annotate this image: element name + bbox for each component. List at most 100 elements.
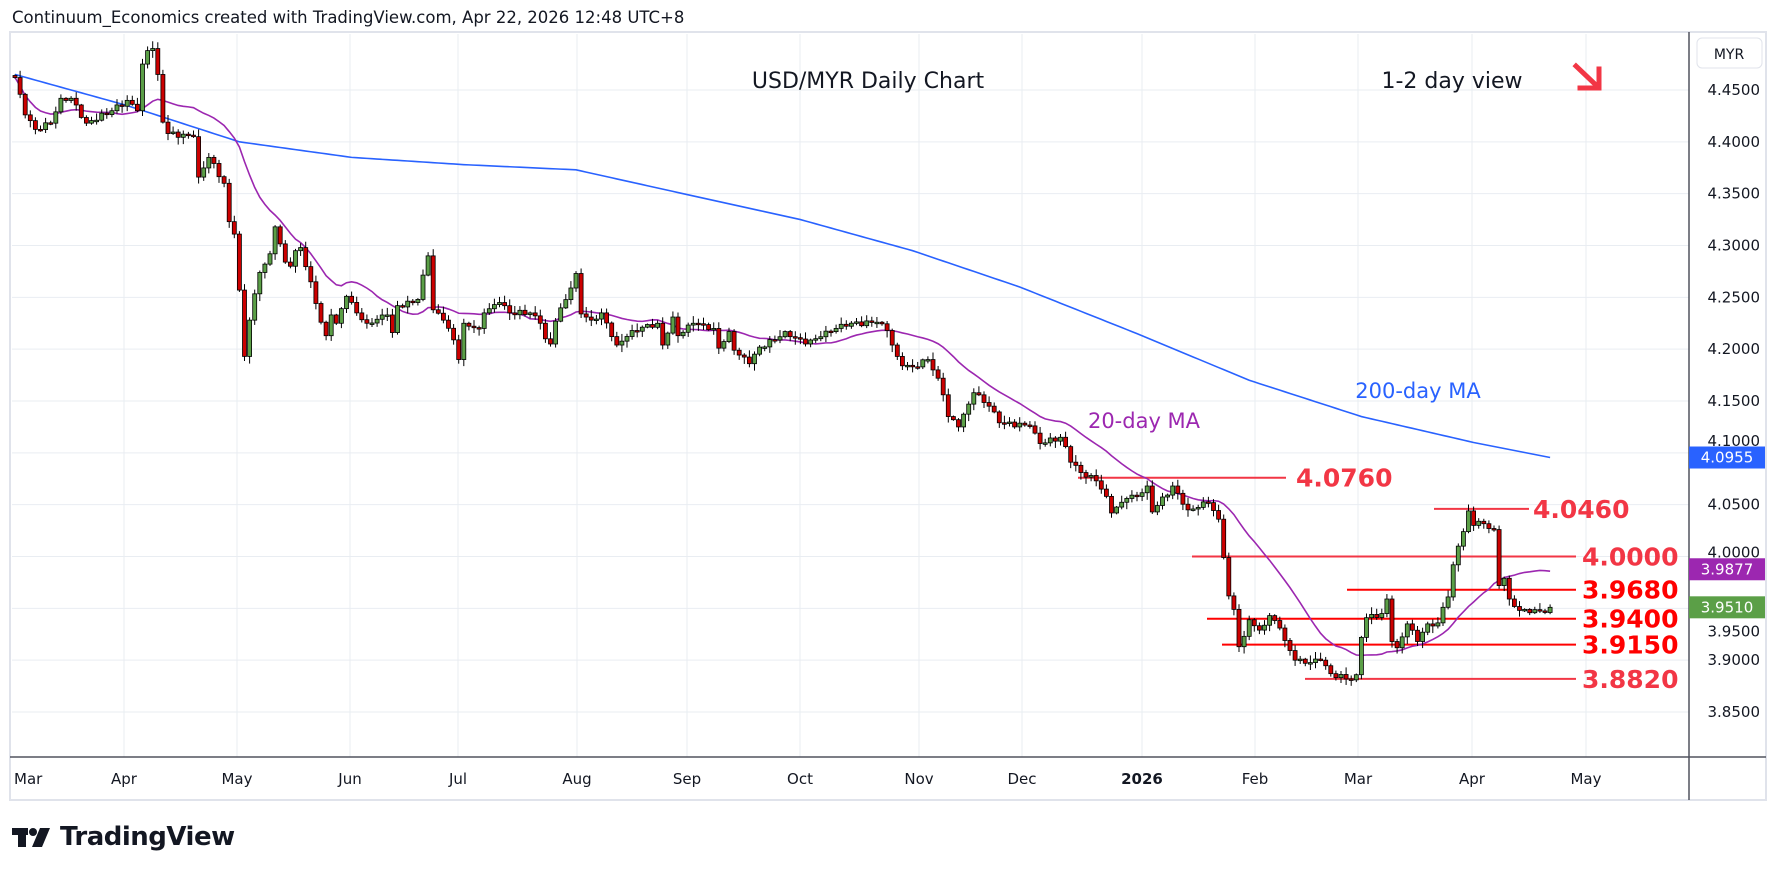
price-tick-label: 4.1500 bbox=[1708, 392, 1761, 410]
candle-down bbox=[747, 356, 752, 365]
candle-down bbox=[313, 281, 319, 304]
candle-up bbox=[43, 122, 48, 130]
candle-down bbox=[940, 377, 946, 396]
candle-up bbox=[1241, 635, 1247, 648]
candle-up bbox=[272, 226, 278, 255]
price-tag-ma200 bbox=[1689, 446, 1765, 469]
candle-down bbox=[1251, 619, 1257, 627]
candle-down bbox=[1027, 424, 1033, 427]
candle-up bbox=[874, 321, 880, 325]
candle-down bbox=[287, 261, 293, 267]
candle-down bbox=[1527, 608, 1533, 614]
candle-up bbox=[1007, 421, 1012, 424]
candle-up bbox=[328, 314, 334, 337]
candle-down bbox=[333, 314, 339, 324]
candle-down bbox=[435, 309, 441, 314]
plot-area[interactable] bbox=[12, 41, 1576, 686]
price-tag-label: 3.9510 bbox=[1701, 598, 1754, 616]
candle-down bbox=[63, 97, 69, 101]
price-tick-label: 4.1000 bbox=[1708, 432, 1761, 450]
candle-down bbox=[17, 77, 23, 95]
candle-down bbox=[532, 312, 538, 317]
candle-down bbox=[981, 394, 987, 403]
candle-up bbox=[573, 273, 579, 289]
candle-down bbox=[303, 247, 309, 268]
candle-down bbox=[129, 99, 135, 105]
candle-down bbox=[1180, 492, 1186, 505]
candle-down bbox=[400, 305, 406, 308]
candle-down bbox=[1149, 485, 1155, 513]
price-tick-label: 4.3500 bbox=[1708, 185, 1761, 203]
candle-down bbox=[986, 402, 992, 407]
candle-down bbox=[216, 163, 222, 178]
candle-up bbox=[124, 99, 130, 107]
candle-up bbox=[1313, 658, 1318, 664]
candle-down bbox=[160, 74, 166, 123]
candle-up bbox=[655, 322, 660, 328]
candle-up bbox=[762, 346, 768, 349]
price-axis[interactable]: 4.4500 4.4000 4.3500 4.3000 4.2500 4.2000 4.15… bbox=[1708, 81, 1761, 721]
candle-up bbox=[1190, 508, 1196, 511]
chart-frame bbox=[9, 31, 1767, 801]
candle-up bbox=[670, 316, 676, 334]
candle-down bbox=[84, 117, 89, 124]
candle-up bbox=[206, 156, 212, 169]
time-tick-label: Mar bbox=[1344, 770, 1373, 788]
candle-up bbox=[1160, 496, 1165, 506]
candle-down bbox=[1053, 437, 1058, 442]
candle-up bbox=[395, 305, 400, 333]
candle-up bbox=[369, 322, 375, 325]
candle-up bbox=[1165, 494, 1170, 498]
candle-down bbox=[859, 321, 864, 327]
candle-down bbox=[522, 309, 528, 315]
candle-down bbox=[512, 312, 518, 316]
candle-down bbox=[956, 419, 961, 428]
price-tick-label: 3.8500 bbox=[1708, 703, 1761, 721]
candle-down bbox=[1037, 432, 1043, 444]
candle-down bbox=[736, 349, 742, 356]
candle-up bbox=[1267, 615, 1272, 626]
tradingview-logo-icon bbox=[12, 828, 50, 847]
candle-down bbox=[951, 416, 956, 421]
candle-down bbox=[1506, 577, 1512, 600]
candle-down bbox=[104, 112, 110, 116]
candle-down bbox=[1068, 446, 1074, 463]
candle-down bbox=[389, 314, 395, 333]
currency-box[interactable] bbox=[1696, 37, 1763, 69]
chart-attribution: Continuum_Economics created with Trading… bbox=[12, 8, 685, 27]
candle-up bbox=[721, 341, 727, 349]
candle-down bbox=[410, 300, 416, 304]
candle-down bbox=[1374, 614, 1380, 618]
candle-up bbox=[629, 330, 635, 337]
candle-up bbox=[966, 403, 972, 415]
candle-down bbox=[935, 369, 941, 379]
candle-down bbox=[828, 330, 834, 334]
candle-up bbox=[1404, 623, 1410, 638]
time-tick-label: Jul bbox=[448, 770, 467, 788]
candle-up bbox=[599, 312, 604, 320]
candle-up bbox=[1088, 475, 1094, 478]
candle-down bbox=[588, 316, 594, 321]
candle-up bbox=[481, 312, 487, 329]
candle-up bbox=[58, 97, 64, 113]
candle-down bbox=[548, 338, 553, 345]
candle-down bbox=[48, 122, 54, 125]
candle-down bbox=[33, 120, 38, 130]
candle-down bbox=[537, 315, 543, 324]
candle-down bbox=[696, 322, 701, 326]
candle-down bbox=[119, 104, 125, 107]
candle-down bbox=[660, 322, 666, 346]
candles bbox=[12, 41, 1553, 686]
candle-up bbox=[1501, 577, 1507, 586]
candle-up bbox=[1435, 622, 1441, 627]
candle-down bbox=[507, 305, 513, 314]
candle-down bbox=[1063, 436, 1068, 448]
candle-down bbox=[226, 182, 232, 223]
tradingview-logo[interactable]: TradingView bbox=[12, 822, 235, 852]
candle-up bbox=[782, 331, 788, 338]
candle-up bbox=[415, 299, 421, 303]
time-tick-label: Dec bbox=[1007, 770, 1036, 788]
time-axis[interactable]: Mar Apr May Jun Jul Aug Sep Oct Nov Dec 2026 Feb Mar… bbox=[14, 770, 1602, 788]
candle-down bbox=[1517, 606, 1522, 611]
